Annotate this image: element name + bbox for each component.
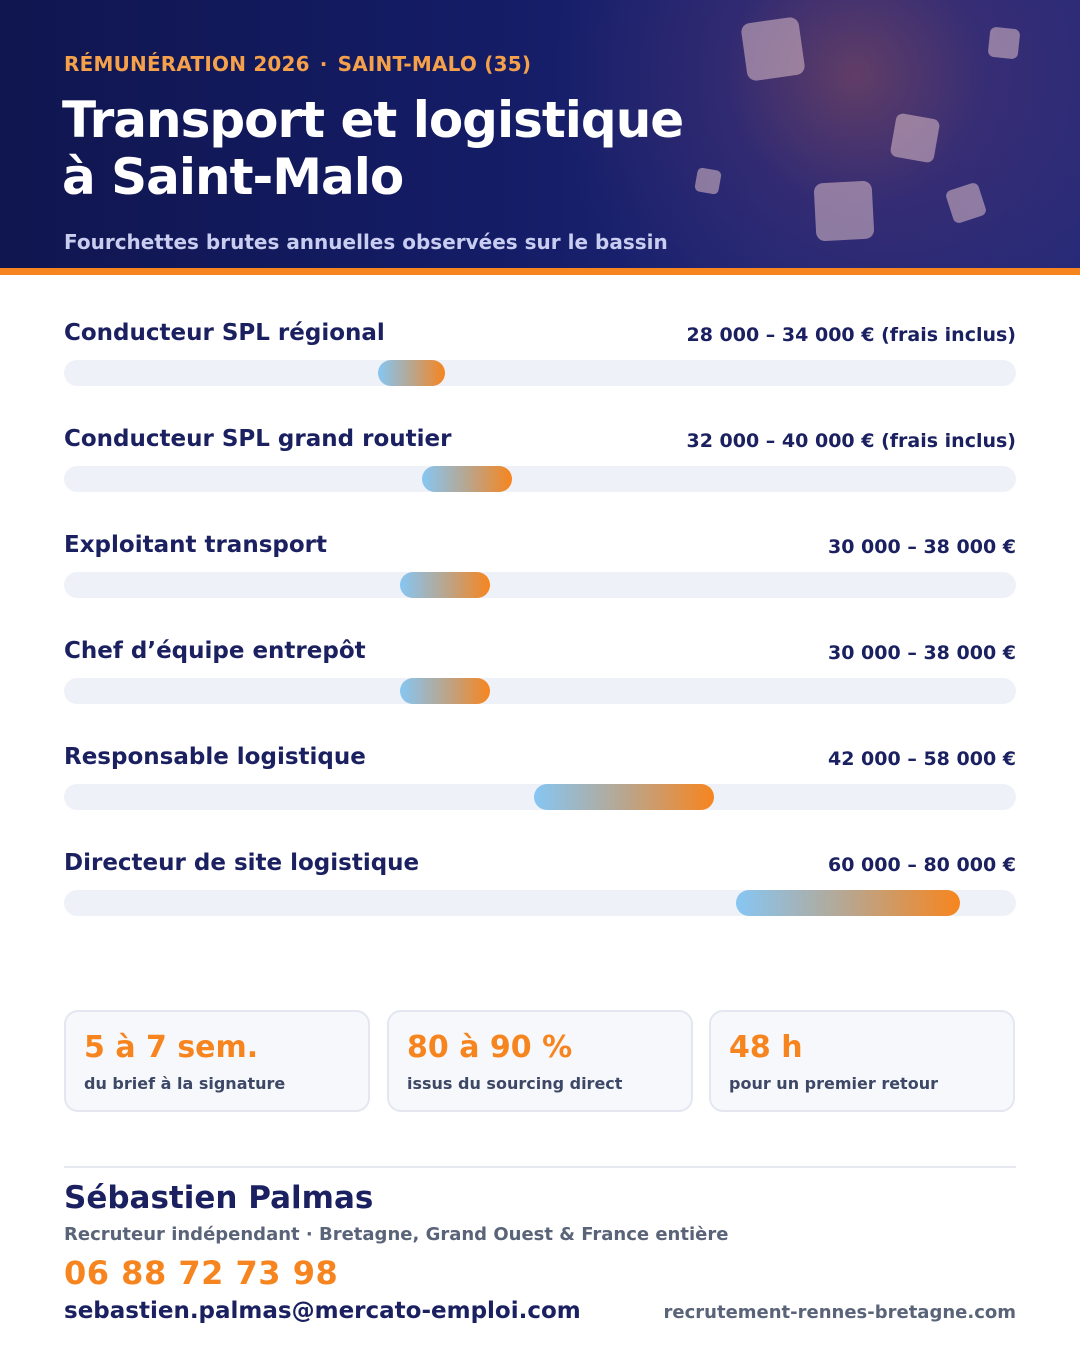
- range-bar: [377, 360, 445, 386]
- decorative-square: [889, 112, 941, 164]
- stat-card-delay: 5 à 7 sem. du brief à la signature: [64, 1010, 370, 1112]
- eyebrow-year: RÉMUNÉRATION 2026: [64, 52, 310, 76]
- stat-caption: pour un premier retour: [729, 1074, 938, 1093]
- salary-row: Conducteur SPL grand routier 32 000 – 40 …: [64, 424, 1016, 504]
- accent-rule: [0, 268, 1080, 275]
- salary-range-label: 42 000 – 58 000 €: [828, 748, 1016, 770]
- salary-row: Chef d’équipe entrepôt 30 000 – 38 000 €: [64, 636, 1016, 716]
- range-track: [64, 678, 1016, 704]
- salary-row: Responsable logistique 42 000 – 58 000 €: [64, 742, 1016, 822]
- decorative-square: [740, 16, 806, 82]
- title-line-1: Transport et logistique: [62, 91, 684, 149]
- eyebrow-location: SAINT-MALO (35): [337, 52, 532, 76]
- job-title-label: Exploitant transport: [64, 532, 327, 558]
- range-bar: [534, 784, 714, 810]
- stat-value: 48 h: [729, 1030, 803, 1065]
- contact-phone-link[interactable]: 06 88 72 73 98: [64, 1254, 339, 1292]
- decorative-square: [813, 180, 875, 242]
- stat-card-sourcing: 80 à 90 % issus du sourcing direct: [387, 1010, 693, 1112]
- header-banner: RÉMUNÉRATION 2026 · SAINT-MALO (35) Transp…: [0, 0, 1080, 268]
- job-title-label: Directeur de site logistique: [64, 850, 420, 876]
- stat-caption: du brief à la signature: [84, 1074, 286, 1093]
- job-title-label: Chef d’équipe entrepôt: [64, 638, 366, 664]
- stat-value: 5 à 7 sem.: [84, 1030, 259, 1065]
- salary-range-label: 30 000 – 38 000 €: [828, 642, 1016, 664]
- job-title-label: Conducteur SPL grand routier: [64, 426, 452, 452]
- range-bar: [400, 572, 490, 598]
- eyebrow-label: RÉMUNÉRATION 2026 · SAINT-MALO (35): [64, 52, 531, 76]
- salary-row: Directeur de site logistique 60 000 – 80 …: [64, 848, 1016, 928]
- range-track: [64, 572, 1016, 598]
- stat-caption: issus du sourcing direct: [407, 1074, 623, 1093]
- range-bar: [400, 678, 490, 704]
- job-title-label: Conducteur SPL régional: [64, 320, 385, 346]
- title-line-2: à Saint-Malo: [62, 148, 404, 206]
- range-track: [64, 784, 1016, 810]
- range-track: [64, 466, 1016, 492]
- contact-name: Sébastien Palmas: [64, 1180, 374, 1216]
- stat-card-response: 48 h pour un premier retour: [709, 1010, 1015, 1112]
- contact-email-link[interactable]: sebastien.palmas@mercato-emploi.com: [64, 1298, 581, 1324]
- footer-divider: [64, 1166, 1016, 1168]
- eyebrow-separator: ·: [319, 52, 328, 76]
- range-bar: [736, 890, 960, 916]
- contact-role: Recruteur indépendant · Bretagne, Grand …: [64, 1224, 729, 1245]
- range-track: [64, 890, 1016, 916]
- job-title-label: Responsable logistique: [64, 744, 366, 770]
- stat-value: 80 à 90 %: [407, 1030, 573, 1065]
- page-subtitle: Fourchettes brutes annuelles observées s…: [64, 230, 668, 254]
- page-title: Transport et logistique à Saint-Malo: [62, 92, 762, 206]
- salary-range-label: 60 000 – 80 000 €: [828, 854, 1016, 876]
- salary-row: Exploitant transport 30 000 – 38 000 €: [64, 530, 1016, 610]
- contact-website-link[interactable]: recrutement-rennes-bretagne.com: [663, 1302, 1016, 1323]
- salary-range-label: 32 000 – 40 000 € (frais inclus): [686, 430, 1016, 452]
- salary-range-label: 30 000 – 38 000 €: [828, 536, 1016, 558]
- decorative-square: [944, 181, 988, 225]
- range-track: [64, 360, 1016, 386]
- salary-range-label: 28 000 – 34 000 € (frais inclus): [686, 324, 1016, 346]
- range-bar: [422, 466, 512, 492]
- decorative-square: [987, 26, 1021, 60]
- salary-row: Conducteur SPL régional 28 000 – 34 000 €…: [64, 318, 1016, 398]
